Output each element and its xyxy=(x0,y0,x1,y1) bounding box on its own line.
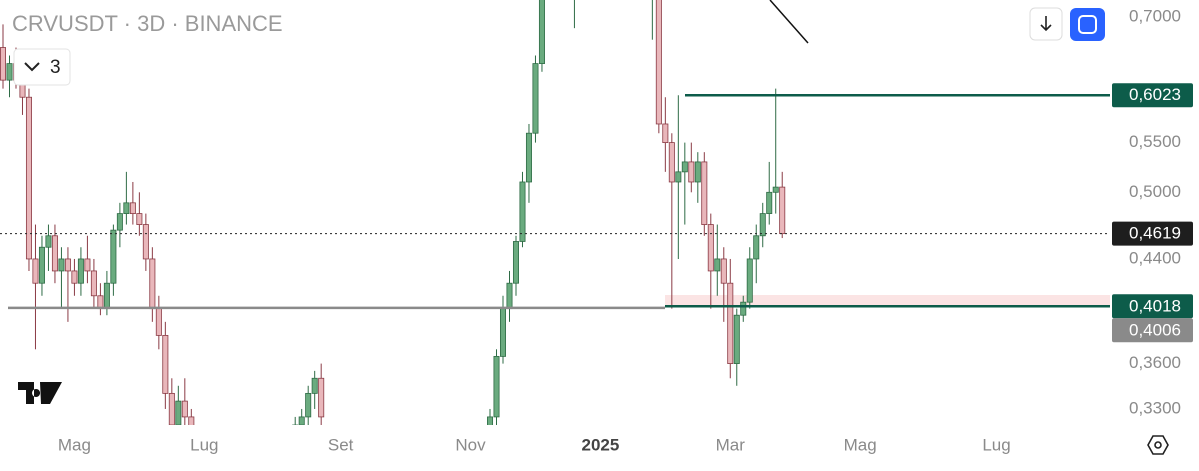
chart-title: CRVUSDT · 3D · BINANCE xyxy=(12,11,283,36)
candle-body xyxy=(740,301,747,316)
candle-body xyxy=(0,47,6,81)
candle-body xyxy=(136,213,143,225)
price-label-box xyxy=(1112,294,1193,319)
x-tick-label: Mag xyxy=(844,435,877,454)
candle-body xyxy=(142,224,149,260)
candle-body xyxy=(772,186,779,193)
indicator-count: 3 xyxy=(50,57,61,78)
plot-area xyxy=(0,0,1110,425)
candle-body xyxy=(84,258,91,272)
candle-body xyxy=(64,258,71,272)
candle-body xyxy=(110,229,117,284)
candle-body xyxy=(688,161,695,183)
candle-body xyxy=(655,0,662,125)
candle-body xyxy=(499,308,506,357)
candle-body xyxy=(759,213,766,237)
candle-body xyxy=(512,241,519,284)
candle-body xyxy=(298,416,305,425)
candle-body xyxy=(681,161,688,173)
candle-body xyxy=(168,392,175,425)
candle-body xyxy=(733,314,740,364)
candle-body xyxy=(149,258,156,310)
candle-body xyxy=(25,96,32,260)
y-tick-label: 0,3300 xyxy=(1129,398,1181,417)
candle-body xyxy=(311,377,318,394)
trend-line xyxy=(769,0,809,44)
candle-body xyxy=(123,202,130,214)
price-label-box xyxy=(1112,83,1193,108)
candle-body xyxy=(175,400,182,425)
price-label-box xyxy=(1112,318,1193,343)
y-tick-label: 0,4400 xyxy=(1129,248,1181,267)
price-label: 0,4619 xyxy=(1129,224,1181,243)
candle-body xyxy=(707,224,714,272)
price-label: 0,4018 xyxy=(1129,296,1181,315)
candle-body xyxy=(720,258,727,284)
candle-body xyxy=(77,258,84,284)
indicator-toggle[interactable]: 3 xyxy=(13,48,71,86)
y-tick-label: 0,7000 xyxy=(1129,6,1181,25)
candle-body xyxy=(766,191,773,214)
price-label: 0,6023 xyxy=(1129,85,1181,104)
candle-body xyxy=(525,132,532,183)
candle-body xyxy=(779,186,786,235)
fullscreen-button[interactable] xyxy=(1070,8,1105,41)
candle-body xyxy=(129,202,136,214)
settings-button[interactable] xyxy=(1147,435,1169,455)
candle-body xyxy=(32,258,39,284)
y-tick-label: 0,3600 xyxy=(1129,353,1181,372)
price-label-box xyxy=(1112,221,1193,246)
candle-body xyxy=(305,392,312,418)
candle-body xyxy=(487,416,494,425)
candle-body xyxy=(162,334,169,394)
candle-body xyxy=(506,282,513,310)
chevron-icon xyxy=(24,62,40,72)
candle-body xyxy=(103,282,110,310)
download-button[interactable] xyxy=(1029,7,1063,41)
y-tick-label: 0,5000 xyxy=(1129,182,1181,201)
zone xyxy=(665,295,1110,307)
candle-body xyxy=(532,63,539,134)
x-tick-label: Nov xyxy=(455,435,486,454)
x-tick-label: Mar xyxy=(716,435,746,454)
candle-body xyxy=(155,308,162,336)
price-label: 0,4006 xyxy=(1129,320,1181,339)
candle-body xyxy=(493,355,500,418)
candle-body xyxy=(188,416,195,425)
candle-body xyxy=(662,123,669,144)
candle-body xyxy=(746,258,753,303)
candle-body xyxy=(727,282,734,364)
candle-body xyxy=(38,246,45,284)
x-tick-label: 2025 xyxy=(581,435,619,454)
candle-body xyxy=(58,258,65,272)
candle-body xyxy=(90,270,97,297)
candle-body xyxy=(51,235,58,272)
candle-body xyxy=(6,63,13,81)
candle-body xyxy=(71,270,78,284)
candle-body xyxy=(701,161,708,225)
candle-body xyxy=(292,424,299,425)
candle-body xyxy=(675,171,682,183)
candle-body xyxy=(45,235,52,248)
x-tick-label: Lug xyxy=(982,435,1010,454)
candle-body xyxy=(519,181,526,242)
candle-body xyxy=(116,213,123,231)
candle-body xyxy=(714,258,721,272)
x-tick-label: Set xyxy=(328,435,354,454)
x-tick-label: Lug xyxy=(190,435,218,454)
tv-logo xyxy=(18,382,62,404)
candle-body xyxy=(181,400,188,418)
candle-body xyxy=(668,142,675,183)
x-tick-label: Mag xyxy=(58,435,91,454)
candle-body xyxy=(753,235,760,260)
candle-body xyxy=(694,161,701,183)
y-tick-label: 0,5500 xyxy=(1129,132,1181,151)
candle-body xyxy=(318,377,325,418)
candle-body xyxy=(538,0,545,64)
